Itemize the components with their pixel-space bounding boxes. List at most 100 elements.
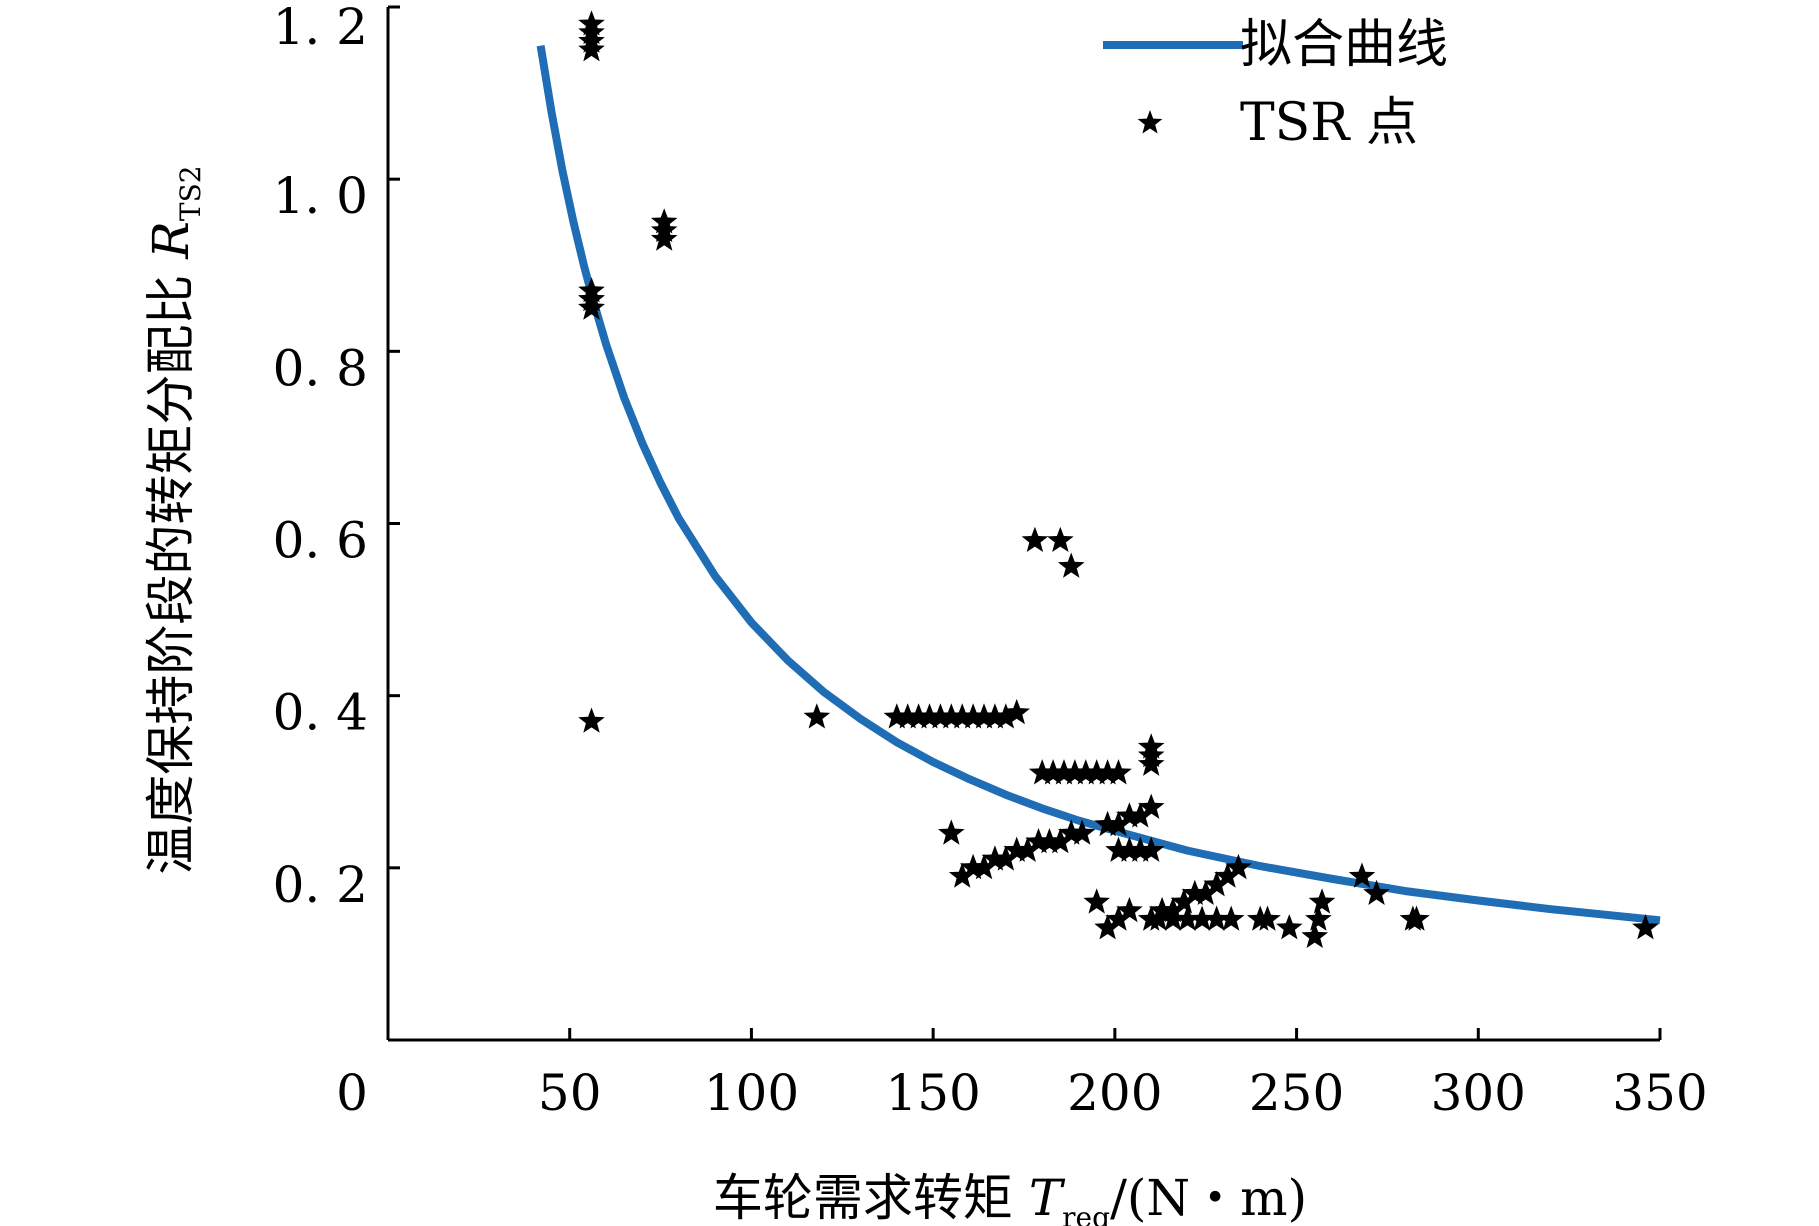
tsr-point xyxy=(578,294,605,320)
tsr-point xyxy=(1214,862,1241,888)
tsr-point xyxy=(1145,905,1172,931)
tsr-point xyxy=(1039,759,1067,785)
tsr-point xyxy=(1116,836,1143,862)
tsr-point xyxy=(1217,905,1245,931)
tsr-point xyxy=(1061,759,1089,785)
tsr-point xyxy=(981,703,1009,729)
tsr-point xyxy=(1047,526,1074,552)
tsr-point xyxy=(1014,836,1041,862)
plot-area xyxy=(536,10,1661,948)
tsr-point xyxy=(1057,552,1085,578)
tsr-point xyxy=(894,703,921,729)
x-axis-title-unit: /(N・m) xyxy=(1110,1169,1307,1226)
axes xyxy=(386,7,1660,1042)
tsr-point xyxy=(938,819,965,845)
tsr-point xyxy=(1003,836,1030,862)
tsr-point xyxy=(948,862,976,888)
fit-curve-line xyxy=(536,45,1661,925)
tsr-point xyxy=(1403,905,1430,931)
tsr-point xyxy=(1127,836,1154,862)
tsr-point xyxy=(1068,819,1096,845)
tsr-point xyxy=(992,703,1020,729)
tsr-point xyxy=(1137,836,1165,862)
tsr-point xyxy=(1050,759,1078,785)
tsr-point xyxy=(905,703,932,729)
legend-star-swatch xyxy=(1137,110,1163,134)
tsr-point xyxy=(1170,888,1198,914)
tsr-point xyxy=(578,36,605,62)
tsr-point xyxy=(1137,793,1165,819)
x-tick-label: 150 xyxy=(885,1064,980,1122)
y-axis-title-main: 温度保持阶段的转矩分配比 xyxy=(142,259,200,875)
tsr-point xyxy=(1003,698,1030,725)
x-tick-label: 50 xyxy=(538,1064,602,1122)
legend: 拟合曲线 TSR 点 xyxy=(1103,15,1448,153)
tsr-point xyxy=(1181,879,1209,905)
tsr-point xyxy=(803,703,831,729)
tsr-point xyxy=(1305,905,1332,931)
y-ticks: 0. 2 0. 4 0. 6 0. 8 1. 0 1. 2 xyxy=(273,0,400,914)
tsr-point xyxy=(1308,888,1336,914)
tsr-point xyxy=(916,703,943,729)
tsr-point xyxy=(1203,871,1230,897)
tsr-point xyxy=(938,703,965,729)
tsr-point xyxy=(1028,759,1056,785)
x-ticks: 0 50 100 150 200 250 300 350 xyxy=(336,1028,1708,1122)
x-axis-title-main: 车轮需求转矩 xyxy=(713,1169,1029,1226)
tsr-point xyxy=(970,703,998,729)
tsr-points xyxy=(578,10,1659,948)
x-tick-label: 350 xyxy=(1612,1064,1707,1122)
tsr-point xyxy=(1116,896,1143,923)
legend-star-icon xyxy=(1137,110,1163,134)
tsr-point xyxy=(1192,879,1219,905)
tsr-point xyxy=(959,853,987,880)
tsr-point xyxy=(970,853,998,880)
tsr-point xyxy=(1105,810,1132,837)
tsr-point xyxy=(1174,905,1201,931)
y-tick-label: 1. 0 xyxy=(273,167,368,225)
tsr-point xyxy=(1632,914,1659,940)
tsr-point xyxy=(1116,802,1143,828)
x-tick-label: 100 xyxy=(704,1064,799,1122)
legend-label-points: TSR 点 xyxy=(1240,93,1418,153)
tsr-point xyxy=(1127,802,1154,828)
tsr-point xyxy=(1105,759,1132,785)
x-tick-label: 250 xyxy=(1249,1064,1344,1122)
tsr-point xyxy=(1094,914,1121,940)
tsr-point xyxy=(927,703,954,729)
legend-label-curve: 拟合曲线 xyxy=(1240,15,1448,75)
tsr-point xyxy=(981,845,1009,871)
svg-text:温度保持阶段的转矩分配比 RTS2: 温度保持阶段的转矩分配比 RTS2 xyxy=(142,165,207,874)
x-tick-label: 0 xyxy=(336,1064,368,1122)
tsr-point xyxy=(650,225,678,251)
tsr-point xyxy=(1301,922,1329,948)
tsr-point xyxy=(1159,905,1187,931)
y-tick-label: 0. 2 xyxy=(273,856,368,914)
tsr-point xyxy=(1137,750,1165,776)
tsr-point xyxy=(1105,836,1132,862)
y-axis-title-var: R xyxy=(142,221,200,260)
y-tick-label: 1. 2 xyxy=(273,0,368,56)
tsr-point xyxy=(948,703,976,729)
y-tick-label: 0. 4 xyxy=(273,684,368,742)
tsr-point xyxy=(1025,828,1052,854)
y-axis-title-sub: TS2 xyxy=(174,165,207,221)
tsr-point xyxy=(578,707,605,733)
y-axis-title: 温度保持阶段的转矩分配比 RTS2 xyxy=(142,165,207,874)
x-axis-title: 车轮需求转矩 Treq/(N・m) xyxy=(713,1169,1307,1226)
tsr-point xyxy=(992,845,1020,871)
tsr-point xyxy=(1363,879,1390,905)
tsr-point xyxy=(1083,759,1110,785)
tsr-point xyxy=(1094,810,1121,837)
x-axis-title-sub: req xyxy=(1062,1201,1110,1226)
tsr-point xyxy=(959,703,987,729)
tsr-point xyxy=(1094,759,1121,785)
tsr-point xyxy=(1021,526,1049,552)
tsr-point xyxy=(1105,905,1132,931)
tsr-point xyxy=(1036,828,1063,854)
y-tick-label: 0. 8 xyxy=(273,339,368,397)
x-axis-title-var: T xyxy=(1029,1169,1066,1226)
x-tick-label: 200 xyxy=(1067,1064,1162,1122)
tsr-point xyxy=(1057,819,1085,845)
